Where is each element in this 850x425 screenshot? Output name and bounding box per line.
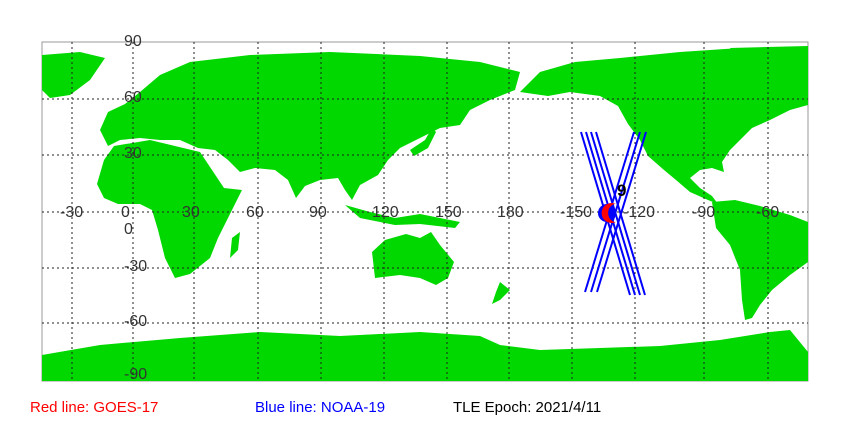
lat-label: -60 [124, 313, 147, 330]
greenland-west [42, 52, 105, 98]
uk [118, 104, 128, 122]
lon-label: -90 [692, 204, 715, 221]
legend-blue-line: Blue line: NOAA-19 [255, 399, 386, 416]
japan [410, 128, 436, 156]
south-america [712, 200, 808, 320]
goes-17-marker [601, 203, 616, 223]
lon-label: 150 [435, 204, 462, 221]
legend-tle-epoch: TLE Epoch: 2021/4/11 [453, 399, 602, 416]
lat-label: 0 [124, 221, 133, 238]
graticule-labels: -30 0 30 60 90 120 150 180 -150 -120 -90 -60 90 60 30 0… [60, 33, 779, 383]
lat-label: -30 [124, 258, 147, 275]
north-america [520, 48, 808, 204]
lon-label: -120 [623, 204, 655, 221]
madagascar [230, 232, 240, 258]
antarctica [42, 330, 808, 381]
australia [372, 232, 454, 285]
graticule [42, 42, 808, 381]
lon-label: 60 [246, 204, 264, 221]
lon-label: -30 [60, 204, 83, 221]
lon-label: 0 [121, 204, 130, 221]
track-ascending [596, 131, 647, 293]
lon-label: 180 [497, 204, 524, 221]
satellite-label: 9 [617, 181, 626, 200]
new-zealand [492, 282, 510, 304]
lon-label: -150 [560, 204, 592, 221]
africa [97, 140, 242, 278]
land [42, 46, 808, 381]
lat-label: 30 [124, 145, 142, 162]
greenland-east [730, 46, 808, 92]
lat-label: 90 [124, 33, 142, 50]
lon-label: 90 [309, 204, 327, 221]
legend-red-line: Red line: GOES-17 [30, 399, 159, 416]
lon-label: 120 [372, 204, 399, 221]
lon-label: -60 [756, 204, 779, 221]
lat-label: 60 [124, 89, 142, 106]
eurasia [100, 52, 520, 200]
lat-label: -90 [124, 366, 147, 383]
indonesia [345, 205, 460, 228]
lon-label: 30 [182, 204, 200, 221]
